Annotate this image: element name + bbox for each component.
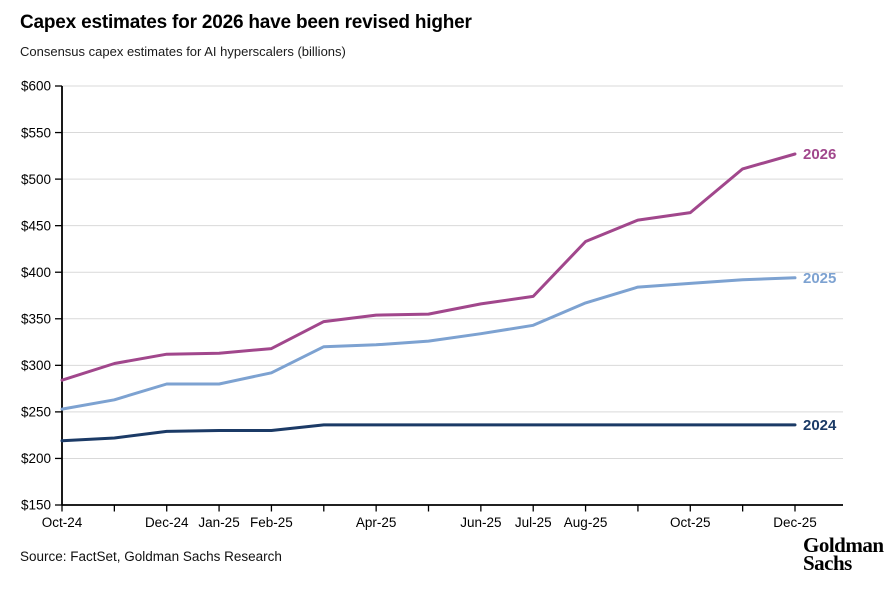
goldman-sachs-logo: Goldman Sachs <box>803 533 884 575</box>
x-tick-label-Aug-25: Aug-25 <box>564 515 608 530</box>
logo-line-1: Goldman <box>803 533 884 557</box>
y-tick-label-200: $200 <box>21 451 51 466</box>
series-line-2024 <box>60 423 797 443</box>
x-tick-label-Jul-25: Jul-25 <box>515 515 552 530</box>
y-tick-label-500: $500 <box>21 172 51 187</box>
y-tick-label-250: $250 <box>21 405 51 420</box>
x-tick-label-Jun-25: Jun-25 <box>460 515 501 530</box>
y-tick-label-450: $450 <box>21 218 51 233</box>
series-label-2026: 2026 <box>803 146 836 163</box>
logo-line-2: Sachs <box>803 551 852 575</box>
y-tick-label-300: $300 <box>21 358 51 373</box>
series-line-2026 <box>60 152 797 382</box>
series-label-2024: 2024 <box>803 417 837 434</box>
chart-subtitle: Consensus capex estimates for AI hypersc… <box>20 44 346 59</box>
series-line-2025 <box>60 276 797 411</box>
x-tick-label-Feb-25: Feb-25 <box>250 515 293 530</box>
x-tick-label-Oct-25: Oct-25 <box>670 515 711 530</box>
chart-title: Capex estimates for 2026 have been revis… <box>20 12 472 33</box>
y-tick-label-550: $550 <box>21 125 51 140</box>
source-note: Source: FactSet, Goldman Sachs Research <box>20 549 282 564</box>
series-label-2025: 2025 <box>803 270 836 287</box>
x-tick-label-Dec-24: Dec-24 <box>145 515 189 530</box>
y-tick-label-350: $350 <box>21 312 51 327</box>
y-tick-label-150: $150 <box>21 498 51 513</box>
x-tick-label-Oct-24: Oct-24 <box>42 515 83 530</box>
x-tick-label-Dec-25: Dec-25 <box>773 515 817 530</box>
y-tick-label-600: $600 <box>21 79 51 94</box>
y-tick-label-400: $400 <box>21 265 51 280</box>
x-tick-label-Jan-25: Jan-25 <box>198 515 239 530</box>
x-tick-label-Apr-25: Apr-25 <box>356 515 397 530</box>
